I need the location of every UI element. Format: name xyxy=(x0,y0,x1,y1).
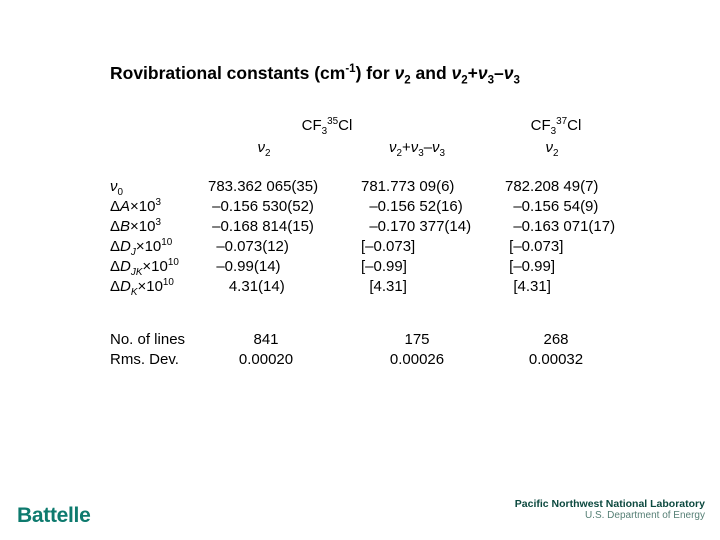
table-cell: –0.170 377(14) xyxy=(361,218,472,235)
summary-cell: 268 xyxy=(543,331,569,348)
table-cell: [–0.073] xyxy=(505,238,564,255)
summary-label-column: No. of lines Rms. Dev. xyxy=(110,330,185,370)
summary-column-cf3-37cl-nu2: 268 0.00032 xyxy=(529,330,583,370)
data-column-cf3-35cl-nu2-nu3: 781.773 09(6) –0.156 52(16) –0.170 377(1… xyxy=(361,177,471,297)
table-cell: [–0.073] xyxy=(361,238,416,255)
row-label-column: ν0 ΔA×103 ΔB×103 ΔDJ×1010 ΔDJK×1010 ΔDK×… xyxy=(110,177,179,297)
summary-column-cf3-35cl-nu2: 841 0.00020 xyxy=(239,330,293,370)
pnnl-logo-line1: Pacific Northwest National Laboratory xyxy=(514,498,705,510)
table-cell: 782.208 49(7) xyxy=(505,178,599,195)
summary-cell: 0.00026 xyxy=(389,351,445,368)
band-header-nu2-plus-nu3-minus-nu3: ν2+ν3–ν3 xyxy=(388,139,446,159)
table-cell: –0.156 52(16) xyxy=(361,198,463,215)
table-cell: –0.168 814(15) xyxy=(208,218,314,235)
table-cell: 783.362 065(35) xyxy=(208,178,319,195)
table-cell: [4.31] xyxy=(505,278,551,295)
row-label-delta-djk: ΔDJK×1010 xyxy=(110,257,179,278)
table-cell: [–0.99] xyxy=(505,258,556,275)
summary-cell: 841 xyxy=(253,331,279,348)
data-column-cf3-35cl-nu2: 783.362 065(35) –0.156 530(52) –0.168 81… xyxy=(208,177,318,297)
table-cell: [–0.99] xyxy=(361,258,407,275)
slide-title: Rovibrational constants (cm-1) for ν2 an… xyxy=(110,63,520,87)
table-cell: –0.163 071(17) xyxy=(505,218,616,235)
isotope-header-cf3-37cl: CF337Cl xyxy=(530,116,582,137)
table-cell: –0.99(14) xyxy=(208,258,281,275)
summary-cell: 175 xyxy=(404,331,430,348)
table-cell: 4.31(14) xyxy=(208,278,285,295)
band-header-nu2-35: ν2 xyxy=(257,139,271,159)
battelle-logo: Battelle xyxy=(17,504,91,527)
summary-cell: 0.00032 xyxy=(528,351,584,368)
row-label-nu0: ν0 xyxy=(110,178,123,198)
table-cell: [4.31] xyxy=(361,278,407,295)
pnnl-logo: Pacific Northwest National Laboratory U.… xyxy=(514,498,705,522)
table-cell: –0.073(12) xyxy=(208,238,289,255)
summary-label-rms-dev: Rms. Dev. xyxy=(110,351,179,368)
table-cell: –0.156 530(52) xyxy=(208,198,314,215)
pnnl-logo-line2: U.S. Department of Energy xyxy=(584,510,705,521)
row-label-delta-b: ΔB×103 xyxy=(110,217,161,235)
data-column-cf3-37cl-nu2: 782.208 49(7) –0.156 54(9) –0.163 071(17… xyxy=(505,177,615,297)
table-cell: 781.773 09(6) xyxy=(361,178,455,195)
summary-column-cf3-35cl-nu2-nu3: 175 0.00026 xyxy=(390,330,444,370)
row-label-delta-dj: ΔDJ×1010 xyxy=(110,237,173,258)
summary-label-no-of-lines: No. of lines xyxy=(110,331,186,348)
row-label-delta-a: ΔA×103 xyxy=(110,197,161,215)
table-cell: –0.156 54(9) xyxy=(505,198,599,215)
isotope-header-cf3-35cl: CF335Cl xyxy=(301,116,353,137)
row-label-delta-dk: ΔDK×1010 xyxy=(110,277,174,298)
band-header-nu2-37: ν2 xyxy=(545,139,559,159)
summary-cell: 0.00020 xyxy=(238,351,294,368)
